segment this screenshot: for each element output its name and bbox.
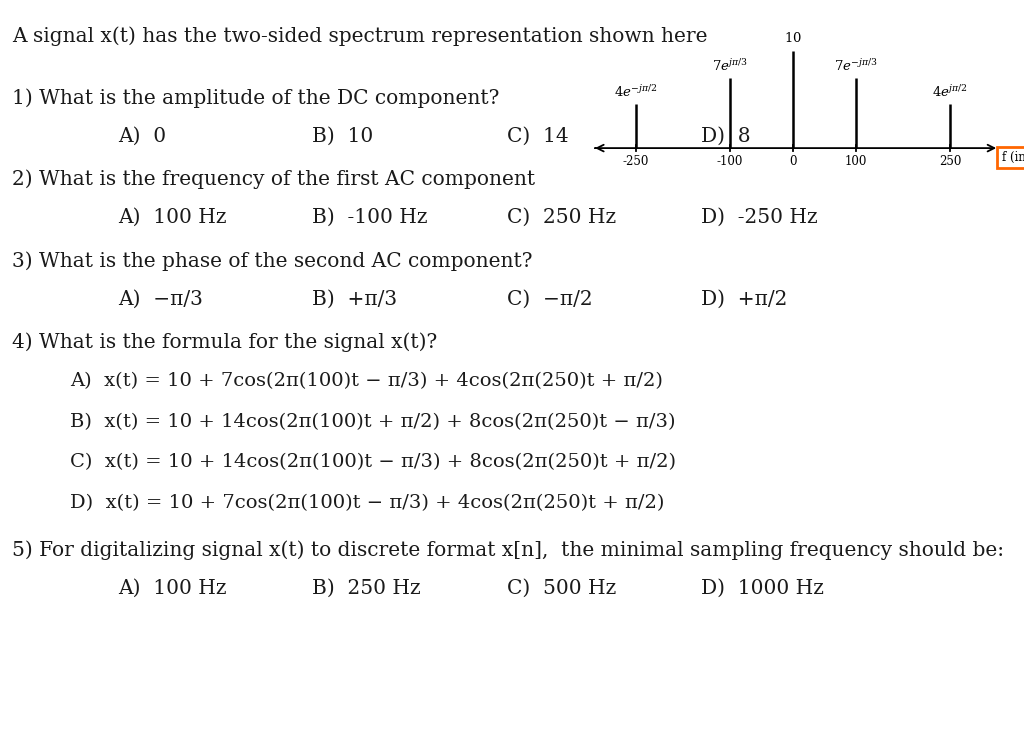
Text: D)  8: D) 8 (701, 127, 751, 145)
Text: B)  250 Hz: B) 250 Hz (312, 578, 421, 597)
Text: 250: 250 (939, 155, 962, 168)
Text: -100: -100 (717, 155, 743, 168)
Text: B)  10: B) 10 (312, 127, 374, 145)
Text: C)  −π/2: C) −π/2 (507, 290, 593, 309)
Text: D)  +π/2: D) +π/2 (701, 290, 787, 309)
Text: B)  +π/3: B) +π/3 (312, 290, 397, 309)
Text: B)  -100 Hz: B) -100 Hz (312, 208, 428, 227)
Text: D)  -250 Hz: D) -250 Hz (701, 208, 818, 227)
Text: 100: 100 (845, 155, 867, 168)
Text: $4e^{j\pi/2}$: $4e^{j\pi/2}$ (932, 84, 968, 99)
Text: $10$: $10$ (784, 32, 802, 45)
Text: $7e^{j\pi/3}$: $7e^{j\pi/3}$ (712, 59, 749, 75)
Text: 1) What is the amplitude of the DC component?: 1) What is the amplitude of the DC compo… (12, 88, 500, 108)
Text: 5) For digitalizing signal x(t) to discrete format x[n],  the minimal sampling f: 5) For digitalizing signal x(t) to discr… (12, 540, 1005, 559)
Text: A)  −π/3: A) −π/3 (118, 290, 203, 309)
Text: A signal x(t) has the two-sided spectrum representation shown here: A signal x(t) has the two-sided spectrum… (12, 26, 708, 46)
Text: 0: 0 (790, 155, 797, 168)
Text: A)  100 Hz: A) 100 Hz (118, 208, 226, 227)
Text: C)  500 Hz: C) 500 Hz (507, 578, 616, 597)
Text: C)  14: C) 14 (507, 127, 568, 145)
Text: $4e^{-j\pi/2}$: $4e^{-j\pi/2}$ (614, 84, 657, 99)
Text: C)  250 Hz: C) 250 Hz (507, 208, 616, 227)
Text: 3) What is the phase of the second AC component?: 3) What is the phase of the second AC co… (12, 252, 532, 271)
Text: $7e^{-j\pi/3}$: $7e^{-j\pi/3}$ (834, 59, 878, 75)
Text: D)  1000 Hz: D) 1000 Hz (701, 578, 824, 597)
Text: f (in Hz): f (in Hz) (1001, 151, 1024, 164)
Text: A)  0: A) 0 (118, 127, 166, 145)
Text: A)  x(t) = 10 + 7cos(2π(100)t − π/3) + 4cos(2π(250)t + π/2): A) x(t) = 10 + 7cos(2π(100)t − π/3) + 4c… (70, 372, 663, 390)
Text: C)  x(t) = 10 + 14cos(2π(100)t − π/3) + 8cos(2π(250)t + π/2): C) x(t) = 10 + 14cos(2π(100)t − π/3) + 8… (70, 453, 676, 471)
Text: D)  x(t) = 10 + 7cos(2π(100)t − π/3) + 4cos(2π(250)t + π/2): D) x(t) = 10 + 7cos(2π(100)t − π/3) + 4c… (70, 494, 664, 512)
Text: 2) What is the frequency of the first AC component: 2) What is the frequency of the first AC… (12, 169, 536, 189)
Text: 4) What is the formula for the signal x(t)?: 4) What is the formula for the signal x(… (12, 333, 437, 352)
Text: A)  100 Hz: A) 100 Hz (118, 578, 226, 597)
Text: B)  x(t) = 10 + 14cos(2π(100)t + π/2) + 8cos(2π(250)t − π/3): B) x(t) = 10 + 14cos(2π(100)t + π/2) + 8… (70, 413, 675, 431)
Text: -250: -250 (623, 155, 649, 168)
